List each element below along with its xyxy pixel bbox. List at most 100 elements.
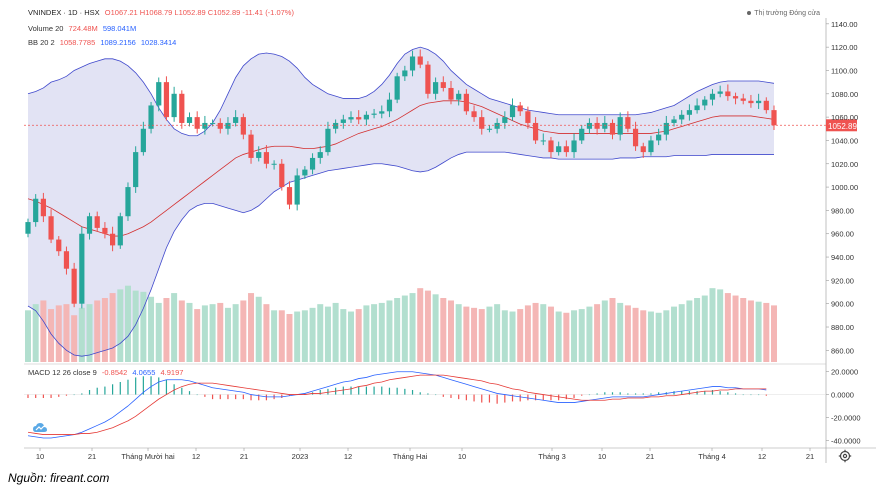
macd-tick-label: 20.0000 <box>831 368 858 377</box>
candle <box>579 128 585 141</box>
volume-bar <box>594 304 601 362</box>
volume-bar <box>678 304 685 362</box>
volume-bar <box>309 307 316 362</box>
macd-histogram-bar <box>96 387 98 395</box>
volume-bar <box>717 289 724 362</box>
volume-bar <box>501 310 508 362</box>
volume-bar <box>624 305 631 362</box>
candle <box>94 216 100 228</box>
x-tick-label: 21 <box>646 452 654 461</box>
volume-bar <box>732 295 739 362</box>
macd-histogram-bar <box>281 394 283 398</box>
x-tick-label: 12 <box>344 452 352 461</box>
macd-histogram-bar <box>542 394 544 401</box>
macd-histogram-bar <box>119 382 121 395</box>
candle <box>632 128 639 147</box>
candle <box>356 117 362 120</box>
candle <box>225 122 231 129</box>
macd-line <box>27 371 767 439</box>
candle <box>402 70 408 77</box>
candle <box>586 122 593 129</box>
macd-histogram-bar <box>350 386 352 395</box>
bb-lower-line <box>27 151 774 357</box>
volume-bar <box>32 304 39 362</box>
volume-bar <box>555 311 562 362</box>
y-tick-label: 1000.00 <box>831 183 858 192</box>
candle <box>371 113 377 115</box>
macd-histogram-bar <box>158 377 160 395</box>
volume-bar <box>655 312 662 362</box>
macd-histogram-bar <box>696 391 698 395</box>
volume-bar <box>78 307 85 362</box>
candle <box>732 96 739 99</box>
macd-histogram-bar <box>373 386 375 395</box>
volume-bar <box>494 304 501 362</box>
candle <box>594 122 600 129</box>
candle <box>433 82 439 94</box>
macd-histogram-bar <box>688 391 691 395</box>
macd-histogram-bar <box>619 392 621 395</box>
candle <box>748 100 754 104</box>
macd-histogram-bar <box>219 394 221 400</box>
candle <box>702 99 708 106</box>
macd-histogram-bar <box>758 394 760 396</box>
macd-histogram-bar <box>750 394 752 396</box>
macd-histogram-bar <box>142 376 144 395</box>
symbol-label: VNINDEX · 1D · HSX <box>28 8 100 17</box>
macd-histogram-bar <box>288 394 291 396</box>
macd-histogram-bar <box>704 391 706 395</box>
volume-bar <box>101 298 108 362</box>
candle <box>517 105 523 112</box>
x-tick-label: 21 <box>88 452 96 461</box>
macd-histogram-bar <box>150 376 152 395</box>
macd-histogram-bar <box>427 393 429 395</box>
candle <box>763 100 769 111</box>
candle <box>648 140 654 153</box>
volume-bar <box>48 309 55 362</box>
y-tick-label: 940.00 <box>831 253 854 262</box>
candle <box>417 56 423 65</box>
candle <box>394 76 400 100</box>
macd-histogram-bar <box>458 394 460 400</box>
volume-bar <box>763 302 770 362</box>
volume-bar <box>663 310 670 362</box>
macd-histogram-bar <box>642 393 644 395</box>
candle <box>686 110 693 115</box>
candle <box>617 117 623 135</box>
macd-histogram-bar <box>673 391 675 395</box>
candle <box>409 56 416 71</box>
macd-histogram-bar <box>604 392 606 395</box>
volume-bar <box>25 310 31 362</box>
volume-bar <box>724 293 731 362</box>
candle <box>571 140 577 153</box>
x-tick-label: 2023 <box>292 452 309 461</box>
volume-bar <box>340 309 347 362</box>
macd-histogram-bar <box>235 394 237 400</box>
candle <box>640 146 646 153</box>
candle <box>548 140 554 153</box>
volume-bar <box>224 307 231 362</box>
volume-value-2: 598.041M <box>102 24 137 33</box>
candle <box>194 117 200 129</box>
candle <box>425 64 431 94</box>
candle <box>556 146 562 153</box>
volume-bar <box>301 310 308 362</box>
candle <box>48 216 54 240</box>
volume-bar <box>109 293 116 362</box>
bb-value-3: 1028.3414 <box>140 38 177 47</box>
volume-bar <box>571 310 578 362</box>
candle <box>656 134 662 141</box>
macd-histogram-bar <box>181 387 183 395</box>
macd-histogram-bar <box>611 392 614 395</box>
macd-value-1: -0.8542 <box>101 368 128 377</box>
volume-bar <box>601 300 608 362</box>
macd-value-3: 4.9197 <box>160 368 184 377</box>
volume-bar <box>178 300 185 362</box>
macd-tick-label: -20.0000 <box>831 413 861 422</box>
macd-histogram-bar <box>204 394 206 397</box>
candle <box>602 122 608 129</box>
macd-histogram-bar <box>342 386 344 395</box>
gear-icon[interactable] <box>838 449 852 463</box>
candle <box>486 128 493 130</box>
